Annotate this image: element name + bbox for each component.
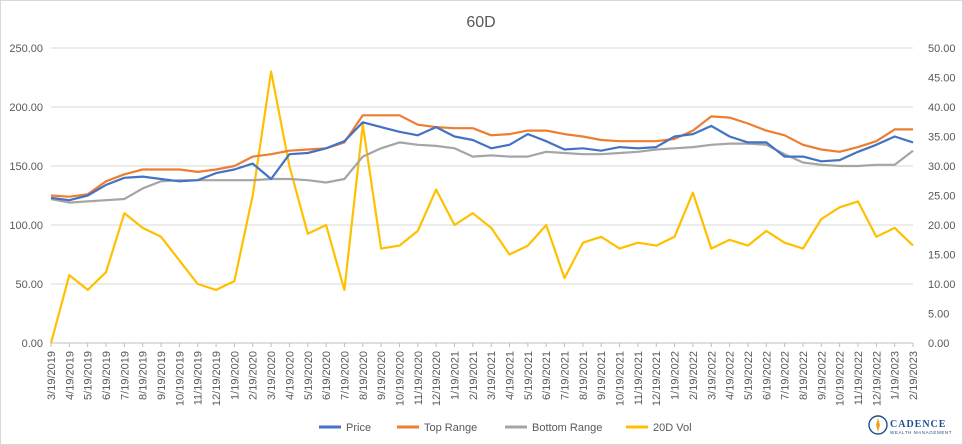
x-tick-label: 5/19/2019	[83, 351, 95, 400]
x-tick-label: 4/19/2022	[725, 351, 737, 400]
x-tick-label: 1/19/2021	[449, 351, 461, 400]
x-tick-label: 8/19/2020	[358, 351, 370, 400]
x-tick-label: 10/19/2021	[615, 351, 627, 406]
company-logo: CADENCE WEALTH MANAGEMENT	[868, 415, 952, 435]
series-line-top-range	[50, 114, 913, 198]
x-tick-label: 9/19/2019	[156, 351, 168, 400]
right-tick-label: 50.00	[928, 43, 956, 55]
right-tick-label: 5.00	[928, 309, 949, 321]
x-tick-label: 7/19/2020	[339, 351, 351, 400]
x-tick-label: 6/19/2021	[541, 351, 553, 400]
x-tick-label: 4/19/2020	[284, 351, 296, 400]
series-line-bottom-range	[50, 141, 914, 204]
x-tick-label: 7/19/2019	[119, 351, 131, 400]
brand-name: CADENCE	[890, 419, 946, 430]
right-tick-label: 20.00	[928, 220, 956, 232]
x-tick-label: 5/19/2020	[303, 351, 315, 400]
x-tick-label: 8/19/2022	[798, 351, 810, 400]
x-tick-label: 8/19/2021	[578, 351, 590, 400]
x-axis-ticks: 3/19/2019 4/19/2019 5/19/2019 6/19/2019 7/19…	[46, 343, 920, 406]
compass-needle-icon	[876, 418, 880, 432]
series-line-price	[50, 121, 914, 202]
x-tick-label: 4/19/2021	[505, 351, 517, 400]
x-tick-label: 3/19/2019	[46, 351, 58, 400]
x-tick-label: 6/19/2020	[321, 351, 333, 400]
series-lines	[49, 70, 914, 344]
legend-label: Bottom Range	[532, 422, 602, 434]
right-axis-ticks: 0.00 5.00 10.00 15.00 20.00 25.00 30.00 35.00 40…	[928, 43, 956, 350]
x-tick-label: 11/19/2019	[193, 351, 205, 405]
x-tick-label: 9/19/2022	[816, 351, 828, 400]
legend-label: Price	[346, 422, 371, 434]
x-tick-label: 12/19/2019	[211, 351, 223, 406]
x-tick-label: 2/19/2020	[248, 351, 260, 400]
legend: Price Top Range Bottom Range 20D Vol	[319, 422, 692, 434]
series-line-20d-vol	[49, 70, 914, 344]
x-tick-label: 9/19/2021	[596, 351, 608, 400]
grid-lines	[51, 47, 913, 344]
x-tick-label: 1/19/2023	[890, 351, 902, 400]
right-tick-label: 30.00	[928, 161, 956, 173]
x-tick-label: 3/19/2022	[706, 351, 718, 400]
x-tick-label: 4/19/2019	[64, 351, 76, 400]
x-tick-label: 10/19/2019	[174, 351, 186, 406]
x-tick-label: 12/19/2022	[871, 351, 883, 406]
x-tick-label: 9/19/2020	[376, 351, 388, 400]
x-tick-label: 2/19/2021	[468, 351, 480, 400]
right-tick-label: 15.00	[928, 250, 956, 262]
compass-icon	[868, 415, 888, 435]
x-tick-label: 11/19/2022	[853, 351, 865, 405]
right-tick-label: 45.00	[928, 73, 956, 85]
x-tick-label: 12/19/2021	[651, 351, 663, 406]
right-tick-label: 10.00	[928, 279, 956, 291]
x-tick-label: 5/19/2021	[523, 351, 535, 400]
x-tick-label: 2/19/2023	[908, 351, 920, 400]
right-tick-label: 0.00	[928, 338, 949, 350]
x-tick-label: 8/19/2019	[138, 351, 150, 400]
x-tick-label: 11/19/2021	[633, 351, 645, 405]
x-tick-label: 10/19/2022	[835, 351, 847, 406]
chart-title: 60D	[466, 14, 495, 31]
x-tick-label: 11/19/2020	[413, 351, 425, 405]
x-tick-label: 7/19/2021	[560, 351, 572, 400]
right-tick-label: 35.00	[928, 132, 956, 144]
legend-label: Top Range	[424, 422, 477, 434]
x-tick-label: 3/19/2021	[486, 351, 498, 400]
legend-label: 20D Vol	[653, 422, 692, 434]
x-tick-label: 2/19/2022	[688, 351, 700, 400]
right-tick-label: 25.00	[928, 191, 956, 203]
x-tick-label: 6/19/2019	[101, 351, 113, 400]
left-tick-label: 100.00	[9, 220, 43, 232]
left-tick-label: 250.00	[9, 43, 43, 55]
left-tick-label: 200.00	[9, 102, 43, 114]
x-tick-label: 1/19/2020	[229, 351, 241, 400]
x-tick-label: 5/19/2022	[743, 351, 755, 400]
left-axis-ticks: 0.00 50.00 100.00 150.00 200.00 250.00	[9, 43, 43, 350]
brand-tagline: WEALTH MANAGEMENT	[890, 430, 952, 435]
right-tick-label: 40.00	[928, 102, 956, 114]
left-tick-label: 50.00	[15, 279, 43, 291]
x-tick-label: 1/19/2022	[670, 351, 682, 400]
x-tick-label: 10/19/2020	[394, 351, 406, 406]
x-tick-label: 3/19/2020	[266, 351, 278, 400]
left-tick-label: 0.00	[22, 338, 43, 350]
x-tick-label: 7/19/2022	[780, 351, 792, 400]
left-tick-label: 150.00	[9, 161, 43, 173]
x-tick-label: 12/19/2020	[431, 351, 443, 406]
x-tick-label: 6/19/2022	[761, 351, 773, 400]
